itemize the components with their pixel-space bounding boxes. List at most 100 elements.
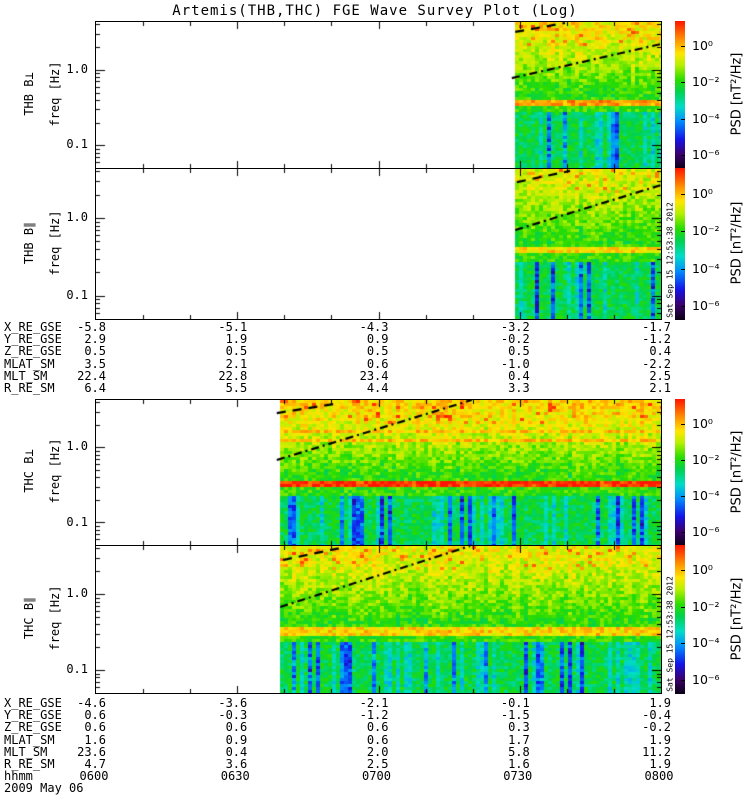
panel-label-thb-bperp: THB B⊥ (22, 72, 36, 116)
ephemeris-value: -2.2 (642, 356, 671, 371)
ephemeris-value: 0.5 (508, 344, 530, 359)
ephemeris-row: MLAT_SM 1.6 0.9 0.6 1.7 1.9 (0, 734, 750, 746)
freq-tick-label: 1.0 (66, 439, 88, 454)
ephemeris-value: 2.9 (84, 332, 106, 347)
psd-colorbar (675, 21, 685, 169)
colorbar-tick-label: 10⁰ (692, 561, 713, 577)
colorbar-tick-label: 10⁰ (692, 185, 713, 201)
colorbar-tick (681, 306, 685, 307)
ephemeris-value: 5.8 (508, 744, 530, 759)
ephemeris-value: 2.1 (225, 356, 248, 371)
colorbar-tick-label: 10⁻⁴ (692, 110, 720, 126)
ephemeris-value: 0.6 (84, 708, 106, 723)
ephemeris-value: 1.9 (649, 732, 671, 747)
ephemeris-value: 0.5 (366, 344, 389, 359)
ephemeris-value: 0.6 (366, 732, 389, 747)
ephemeris-value: 1.6 (84, 732, 106, 747)
ephemeris-value: -1.7 (642, 320, 671, 334)
ephemeris-value: 22.8 (218, 368, 248, 383)
ephemeris-row: Y_RE_GSE 0.6 -0.3 -1.2 -1.5 -0.4 (0, 709, 750, 721)
ephemeris-value: -0.2 (642, 720, 671, 735)
ephemeris-value: 22.4 (77, 368, 106, 383)
colorbar-tick-label: 10⁻⁶ (692, 298, 720, 313)
ephemeris-value: -3.6 (218, 696, 248, 710)
ephemeris-row: X_RE_GSE -5.8 -5.1 -4.3 -3.2 -1.7 (0, 321, 750, 333)
spectrogram-panel-thc-bperp (95, 399, 662, 546)
freq-tick-label: 1.0 (66, 61, 88, 76)
time-tick-label: 0600 (79, 769, 109, 783)
ephemeris-value: 0.4 (225, 744, 248, 759)
ephemeris-value: 23.6 (77, 744, 106, 759)
ephemeris-value: -4.3 (359, 320, 389, 334)
ephemeris-row-label: Z_RE_GSE (4, 344, 62, 359)
ephemeris-value: 1.7 (508, 732, 530, 747)
ephemeris-value: -3.2 (500, 320, 530, 334)
freq-tick-label: 1.0 (66, 586, 88, 601)
ephemeris-row: X_RE_GSE -4.6 -3.6 -2.1 -0.1 1.9 (0, 697, 750, 709)
colorbar-tick (681, 532, 685, 534)
colorbar-tick (681, 118, 685, 120)
colorbar-tick (681, 643, 685, 645)
ephemeris-value: 2.5 (366, 757, 389, 771)
ephemeris-row-label: MLT_SM (4, 744, 48, 759)
colorbar-tick-label: 10⁻² (692, 598, 720, 614)
ephemeris-row-label: X_RE_GSE (4, 320, 62, 334)
panel-label-thc-bperp: THC B⊥ (22, 449, 36, 493)
ephemeris-value: 3.6 (225, 757, 248, 771)
ephemeris-row: R_RE_SM 4.7 3.6 2.5 1.6 1.9 (0, 758, 750, 770)
ephemeris-value: 2.0 (366, 744, 389, 759)
colorbar-axis-label: PSD [nT²/Hz] (729, 577, 745, 660)
colorbar-tick (681, 680, 685, 682)
colorbar-tick-label: 10⁻⁴ (692, 488, 720, 504)
colorbar-tick (681, 82, 685, 84)
ephemeris-value: 0.6 (366, 720, 389, 735)
ephemeris-row: Y_RE_GSE 2.9 1.9 0.9 -0.2 -1.2 (0, 333, 750, 345)
ephemeris-row: R_RE_SM 6.4 5.5 4.4 3.3 2.1 (0, 382, 750, 394)
colorbar-tick-label: 10⁻² (692, 451, 720, 467)
ephemeris-row-label: MLAT_SM (4, 732, 55, 747)
ephemeris-value: 0.4 (649, 344, 671, 359)
panel-label-thc-bpar: THC B∥ (22, 596, 36, 640)
ephemeris-value: -4.6 (77, 696, 106, 710)
ephemeris-row-label: MLAT_SM (4, 356, 55, 371)
colorbar-tick-label: 10⁰ (692, 37, 713, 53)
colorbar-tick-label: 10⁻⁶ (692, 672, 720, 688)
ephemeris-row: Z_RE_GSE 0.5 0.5 0.5 0.5 0.4 (0, 345, 750, 357)
colorbar-tick (681, 569, 685, 571)
ephemeris-value: 1.9 (649, 757, 671, 771)
colorbar-tick (681, 155, 685, 157)
ephemeris-value: -1.0 (500, 356, 530, 371)
ephemeris-value: 4.4 (366, 381, 389, 395)
ephemeris-value: -1.2 (359, 708, 389, 723)
colorbar-tick-label: 10⁻² (692, 74, 720, 90)
spectrogram-canvas-thc-bperp (96, 400, 661, 545)
ephemeris-value: -5.8 (77, 320, 106, 334)
colorbar-tick (681, 193, 685, 195)
ephemeris-row: MLT_SM 23.6 0.4 2.0 5.8 11.2 (0, 746, 750, 758)
freq-tick-label: 0.1 (66, 287, 88, 302)
time-tick-label: 0700 (362, 769, 391, 783)
time-tick-label: 0730 (503, 769, 533, 783)
colorbar-tick (681, 268, 685, 270)
ephemeris-value: 2.1 (649, 381, 671, 395)
spectrogram-canvas-thb-bpar (96, 169, 661, 319)
colorbar-tick-label: 10⁻⁴ (692, 260, 720, 276)
creation-timestamp: Sat Sep 15 12:53:38 2012 (665, 576, 675, 692)
colorbar-tick-label: 10⁻⁶ (692, 524, 720, 540)
freq-tick-label: 0.1 (66, 137, 88, 152)
freq-tick-label: 1.0 (66, 210, 88, 225)
ephemeris-value: -5.1 (218, 320, 248, 334)
colorbar-axis-label: PSD [nT²/Hz] (729, 201, 745, 285)
ephemeris-value: 0.6 (84, 720, 106, 735)
ephemeris-value: 0.5 (225, 344, 248, 359)
colorbar-tick (681, 606, 685, 608)
colorbar-axis-label: PSD [nT²/Hz] (729, 52, 745, 136)
freq-tick-label: 0.1 (66, 514, 88, 529)
ephemeris-row-label: R_RE_SM (4, 757, 55, 771)
ephemeris-row-label: MLT_SM (4, 368, 48, 383)
colorbar-tick-label: 10⁻⁶ (692, 147, 720, 163)
creation-timestamp: Sat Sep 15 12:53:38 2012 (665, 202, 675, 318)
ephemeris-value: -0.3 (218, 708, 248, 723)
freq-tick-label: 0.1 (66, 662, 88, 677)
